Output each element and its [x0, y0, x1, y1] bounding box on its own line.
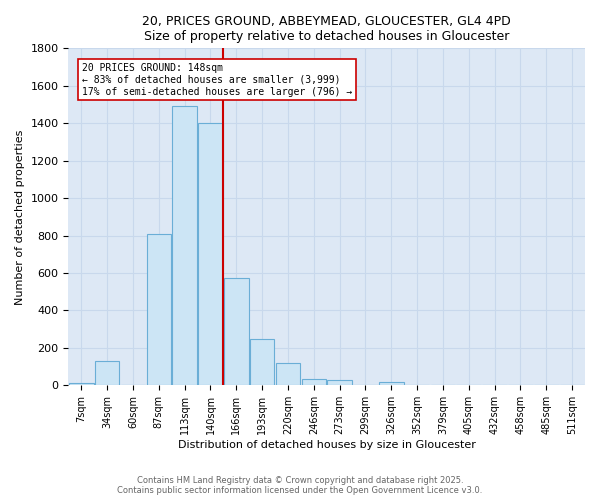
Text: 20 PRICES GROUND: 148sqm
← 83% of detached houses are smaller (3,999)
17% of sem: 20 PRICES GROUND: 148sqm ← 83% of detach…: [82, 64, 352, 96]
Bar: [198, 123, 223, 386]
Bar: [95, 361, 119, 386]
Y-axis label: Number of detached properties: Number of detached properties: [15, 129, 25, 304]
Bar: [275, 363, 300, 386]
Bar: [250, 338, 274, 386]
Bar: [224, 278, 248, 386]
Title: 20, PRICES GROUND, ABBEYMEAD, GLOUCESTER, GL4 4PD
Size of property relative to d: 20, PRICES GROUND, ABBEYMEAD, GLOUCESTER…: [142, 15, 511, 43]
X-axis label: Distribution of detached houses by size in Gloucester: Distribution of detached houses by size …: [178, 440, 476, 450]
Bar: [328, 380, 352, 386]
Bar: [69, 382, 94, 386]
Bar: [379, 382, 404, 386]
Bar: [172, 106, 197, 386]
Bar: [146, 234, 171, 386]
Bar: [302, 379, 326, 386]
Text: Contains HM Land Registry data © Crown copyright and database right 2025.
Contai: Contains HM Land Registry data © Crown c…: [118, 476, 482, 495]
